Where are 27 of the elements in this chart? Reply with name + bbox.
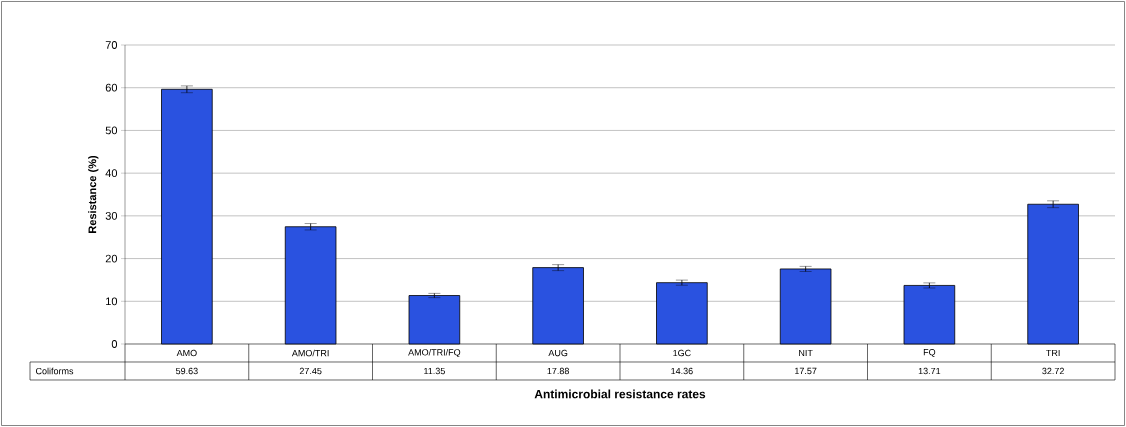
legend-label: Coliforms <box>35 367 74 375</box>
y-tick-label: 70 <box>105 41 118 49</box>
y-tick-label: 20 <box>105 254 118 263</box>
x-tick-label: AMO <box>176 349 197 357</box>
data-label: 27.45 <box>299 367 322 375</box>
y-axis-title: Resistance (%) <box>88 155 99 233</box>
data-label: 59.63 <box>175 367 198 375</box>
data-label: 11.35 <box>424 367 445 375</box>
data-label: 17.57 <box>795 367 817 375</box>
x-tick-label: AMO/TRI <box>291 349 329 357</box>
data-label: 32.72 <box>1042 367 1064 375</box>
x-tick-label: 1GC <box>673 349 691 357</box>
y-tick-label: 50 <box>105 126 118 135</box>
x-tick-label: AUG <box>548 349 568 357</box>
x-tick-label: NIT <box>799 349 813 357</box>
data-label: 17.88 <box>547 367 569 375</box>
y-tick-label: 40 <box>105 169 118 178</box>
y-tick-label: 10 <box>106 297 118 306</box>
data-label: 13.71 <box>918 367 941 375</box>
x-axis-title: Antimicrobial resistance rates <box>534 389 706 399</box>
x-tick-label: FQ <box>923 349 936 357</box>
x-tick-label: AMO/TRI/FQ <box>408 348 461 358</box>
y-tick-label: 30 <box>105 211 118 220</box>
y-tick-label: 60 <box>105 83 118 92</box>
x-tick-label: TRI <box>1046 349 1060 357</box>
y-tick-label: 0 <box>111 340 118 348</box>
data-label: 14.36 <box>671 367 693 375</box>
